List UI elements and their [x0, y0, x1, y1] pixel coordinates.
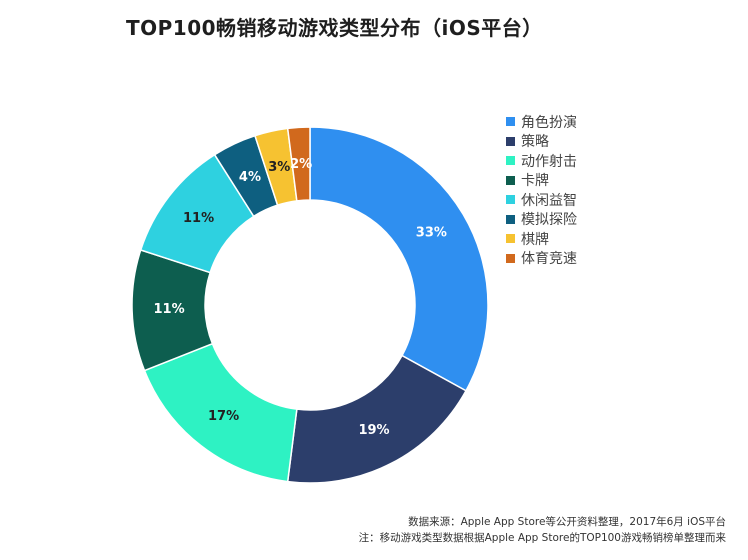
legend-swatch — [506, 136, 515, 146]
legend-item-card: 卡牌 — [506, 171, 577, 191]
legend-label: 休闲益智 — [521, 192, 577, 209]
slice-label-casual-puzzle: 11% — [183, 211, 214, 226]
legend-item-role-playing: 角色扮演 — [506, 112, 577, 132]
legend-label: 棋牌 — [521, 231, 549, 248]
legend-swatch — [506, 156, 515, 166]
legend-swatch — [506, 195, 515, 205]
legend-label: 卡牌 — [521, 173, 549, 190]
chart-legend: 角色扮演 策略 动作射击 卡牌 休闲益智 模拟探险 棋牌 体育竞速 — [506, 112, 577, 268]
legend-swatch — [506, 253, 515, 263]
legend-item-action-shooter: 动作射击 — [506, 151, 577, 171]
legend-item-sports-racing: 体育竞速 — [506, 249, 577, 269]
data-source-note: 数据来源：Apple App Store等公开资料整理，2017年6月 iOS平… — [408, 516, 726, 528]
legend-item-casual-puzzle: 休闲益智 — [506, 190, 577, 210]
donut-slice-sports-racing — [286, 126, 311, 202]
legend-item-simulation-adventure: 模拟探险 — [506, 210, 577, 230]
methodology-note: 注：移动游戏类型数据根据Apple App Store的TOP100游戏畅销榜单… — [358, 532, 726, 544]
slice-label-strategy: 19% — [358, 423, 389, 438]
legend-swatch — [506, 234, 515, 244]
slice-label-role-playing: 33% — [416, 226, 447, 241]
legend-label: 策略 — [521, 134, 549, 151]
chart-title: TOP100畅销移动游戏类型分布（iOS平台） — [126, 16, 543, 40]
slice-label-card: 11% — [154, 302, 185, 317]
slice-label-action-shooter: 17% — [208, 409, 239, 424]
legend-label: 角色扮演 — [521, 114, 577, 131]
legend-label: 模拟探险 — [521, 212, 577, 229]
legend-item-board-card: 棋牌 — [506, 229, 577, 249]
legend-label: 动作射击 — [521, 153, 577, 170]
slice-label-board-card: 3% — [268, 160, 290, 175]
donut-slice-role-playing — [309, 126, 489, 392]
slice-label-simulation-adventure: 4% — [239, 170, 261, 185]
legend-swatch — [506, 117, 515, 127]
donut-slice-strategy — [286, 354, 468, 484]
legend-item-strategy: 策略 — [506, 132, 577, 152]
legend-label: 体育竞速 — [521, 251, 577, 268]
legend-swatch — [506, 214, 515, 224]
slice-label-sports-racing: 2% — [290, 157, 312, 172]
legend-swatch — [506, 175, 515, 185]
